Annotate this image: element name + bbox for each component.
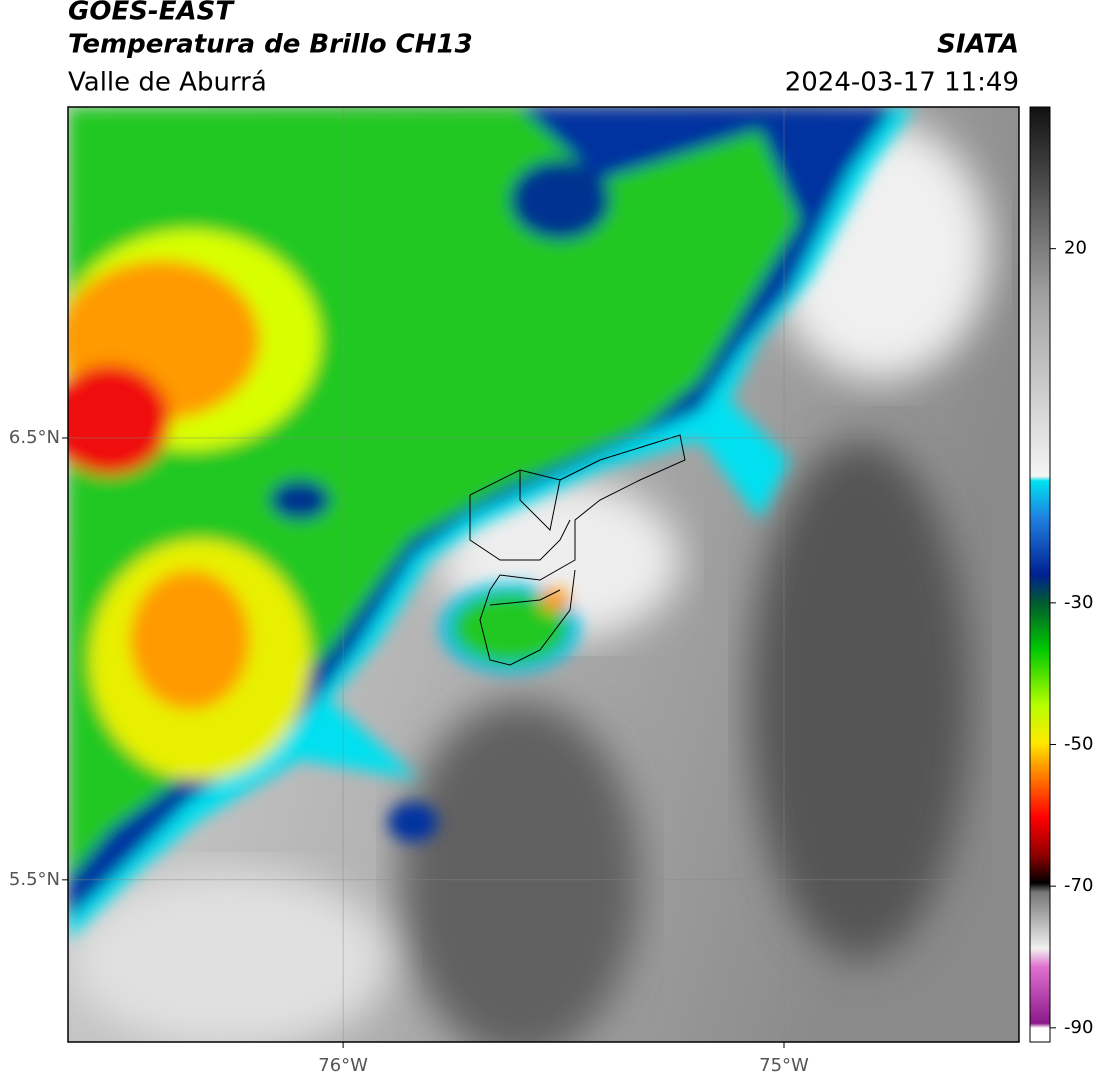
x-tick-label: 76°W	[318, 1055, 368, 1076]
title: GOES-EAST	[68, 0, 235, 27]
colorbar	[1029, 106, 1051, 1043]
y-tick-label: 6.5°N	[9, 427, 60, 448]
colorbar-label: -90	[1064, 1017, 1093, 1038]
y-tick-label: 5.5°N	[9, 869, 60, 890]
grid	[68, 107, 1019, 1042]
map-frame	[67, 106, 1020, 1043]
region: Valle de Aburrá	[68, 68, 267, 98]
colorbar-label: -70	[1064, 875, 1093, 896]
x-tick-label: 75°W	[759, 1055, 809, 1076]
colorbar-label: -30	[1064, 592, 1093, 613]
colorbar-label: 20	[1064, 238, 1087, 259]
source: SIATA	[937, 30, 1019, 60]
satellite-image	[68, 107, 1019, 1042]
subtitle: Temperatura de Brillo CH13	[68, 30, 473, 60]
colorbar-label: -50	[1064, 734, 1093, 755]
datetime: 2024-03-17 11:49	[785, 68, 1019, 98]
